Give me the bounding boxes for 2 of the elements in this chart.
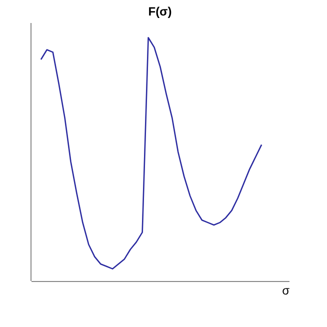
x-axis-title: σ	[282, 284, 290, 298]
chart-title: F(σ)	[148, 4, 172, 18]
